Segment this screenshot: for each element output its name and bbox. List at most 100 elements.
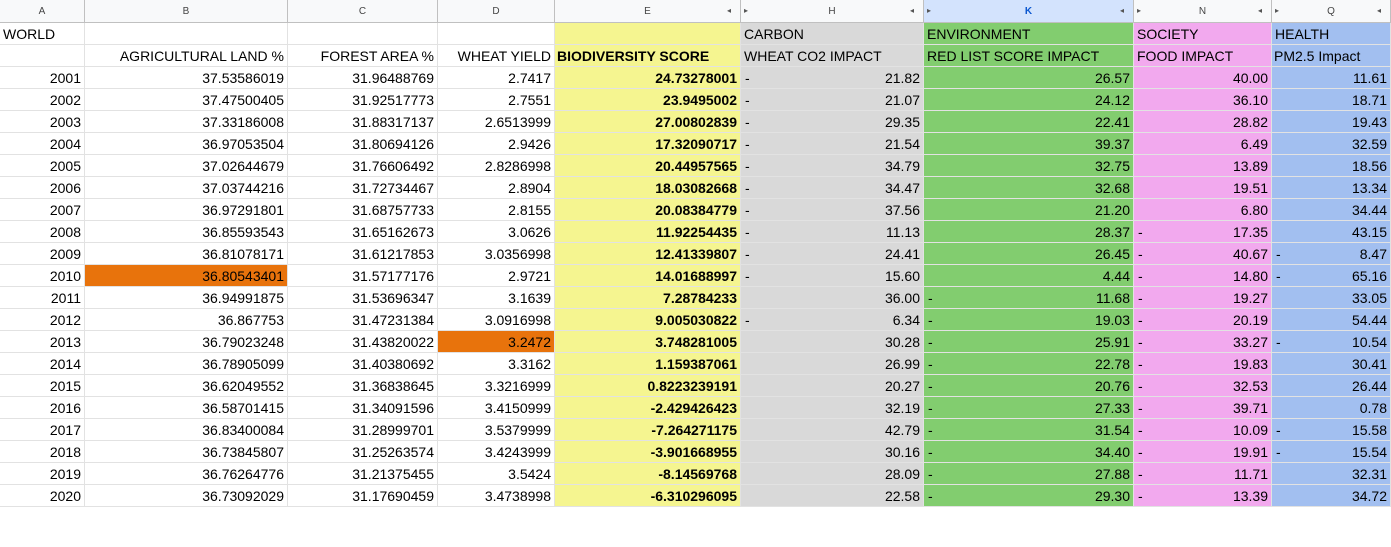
data-cell[interactable]: 3.748281005: [555, 331, 741, 353]
data-cell[interactable]: 36.10: [1134, 89, 1272, 111]
column-header-n[interactable]: N: [1134, 0, 1272, 22]
column-title-cell[interactable]: PM2.5 Impact: [1272, 45, 1391, 67]
data-cell[interactable]: 20.76-: [924, 375, 1134, 397]
column-header-q[interactable]: Q: [1272, 0, 1391, 22]
data-cell[interactable]: 14.01688997: [555, 265, 741, 287]
data-cell[interactable]: 11.92254435: [555, 221, 741, 243]
data-cell[interactable]: 2012: [0, 309, 85, 331]
data-cell[interactable]: 27.33-: [924, 397, 1134, 419]
data-cell[interactable]: 0.8223239191: [555, 375, 741, 397]
data-cell[interactable]: 36.78905099: [85, 353, 288, 375]
column-title-cell[interactable]: [0, 45, 85, 67]
data-cell[interactable]: 2004: [0, 133, 85, 155]
data-cell[interactable]: 31.96488769: [288, 67, 438, 89]
data-cell[interactable]: 24.73278001: [555, 67, 741, 89]
collapse-left-icon[interactable]: ◂: [1377, 6, 1382, 15]
data-cell[interactable]: 19.27-: [1134, 287, 1272, 309]
data-cell[interactable]: 27.88-: [924, 463, 1134, 485]
data-cell[interactable]: 19.91-: [1134, 441, 1272, 463]
data-cell[interactable]: 2.8155: [438, 199, 555, 221]
data-cell[interactable]: 3.3216999: [438, 375, 555, 397]
data-cell[interactable]: 32.31: [1272, 463, 1391, 485]
column-header-c[interactable]: C: [288, 0, 438, 22]
data-cell[interactable]: 17.35-: [1134, 221, 1272, 243]
data-cell[interactable]: 37.47500405: [85, 89, 288, 111]
data-cell[interactable]: 2.7417: [438, 67, 555, 89]
column-title-cell[interactable]: WHEAT YIELD: [438, 45, 555, 67]
data-cell[interactable]: 32.53-: [1134, 375, 1272, 397]
data-cell[interactable]: 3.4150999: [438, 397, 555, 419]
empty-rows-area[interactable]: [0, 507, 1391, 547]
data-cell[interactable]: 32.68: [924, 177, 1134, 199]
data-cell[interactable]: 42.79: [741, 419, 924, 441]
data-cell[interactable]: 3.0916998: [438, 309, 555, 331]
data-cell[interactable]: 30.41: [1272, 353, 1391, 375]
data-cell[interactable]: -3.901668955: [555, 441, 741, 463]
data-cell[interactable]: 13.39-: [1134, 485, 1272, 507]
data-cell[interactable]: 31.80694126: [288, 133, 438, 155]
data-cell[interactable]: 34.44: [1272, 199, 1391, 221]
data-cell[interactable]: 39.71-: [1134, 397, 1272, 419]
data-cell[interactable]: 2.9721: [438, 265, 555, 287]
data-cell[interactable]: 18.03082668: [555, 177, 741, 199]
data-cell[interactable]: 10.54-: [1272, 331, 1391, 353]
data-cell[interactable]: 31.92517773: [288, 89, 438, 111]
data-cell[interactable]: 30.16: [741, 441, 924, 463]
data-cell[interactable]: 7.28784233: [555, 287, 741, 309]
expand-right-icon[interactable]: ▸: [1137, 6, 1142, 15]
data-cell[interactable]: 2009: [0, 243, 85, 265]
data-cell[interactable]: 9.005030822: [555, 309, 741, 331]
data-cell[interactable]: 26.45: [924, 243, 1134, 265]
data-cell[interactable]: 13.34: [1272, 177, 1391, 199]
data-cell[interactable]: 11.68-: [924, 287, 1134, 309]
group-label-cell[interactable]: HEALTH: [1272, 23, 1391, 45]
data-cell[interactable]: 6.49: [1134, 133, 1272, 155]
data-cell[interactable]: 34.47-: [741, 177, 924, 199]
data-cell[interactable]: 2013: [0, 331, 85, 353]
collapse-left-icon[interactable]: ◂: [910, 6, 915, 15]
expand-right-icon[interactable]: ▸: [927, 6, 932, 15]
data-cell[interactable]: 36.73092029: [85, 485, 288, 507]
column-title-cell[interactable]: FOREST AREA %: [288, 45, 438, 67]
data-cell[interactable]: -2.429426423: [555, 397, 741, 419]
data-cell[interactable]: 2020: [0, 485, 85, 507]
data-cell[interactable]: 36.62049552: [85, 375, 288, 397]
column-header-k[interactable]: K: [924, 0, 1134, 22]
data-cell[interactable]: 29.35-: [741, 111, 924, 133]
data-cell[interactable]: 39.37: [924, 133, 1134, 155]
data-cell[interactable]: 36.58701415: [85, 397, 288, 419]
data-cell[interactable]: 37.53586019: [85, 67, 288, 89]
data-cell[interactable]: 28.82: [1134, 111, 1272, 133]
data-cell[interactable]: 31.25263574: [288, 441, 438, 463]
group-label-cell[interactable]: WORLD: [0, 23, 85, 45]
data-cell[interactable]: 11.71-: [1134, 463, 1272, 485]
data-cell[interactable]: 33.05: [1272, 287, 1391, 309]
column-header-a[interactable]: A: [0, 0, 85, 22]
data-cell[interactable]: 43.15: [1272, 221, 1391, 243]
data-cell[interactable]: 18.71: [1272, 89, 1391, 111]
data-cell[interactable]: 2.8904: [438, 177, 555, 199]
data-cell[interactable]: 37.02644679: [85, 155, 288, 177]
column-header-h[interactable]: H: [741, 0, 924, 22]
data-cell[interactable]: 36.83400084: [85, 419, 288, 441]
data-cell[interactable]: 2.6513999: [438, 111, 555, 133]
data-cell[interactable]: 21.20: [924, 199, 1134, 221]
data-cell[interactable]: 11.13-: [741, 221, 924, 243]
data-cell[interactable]: 2003: [0, 111, 85, 133]
data-cell[interactable]: 3.2472: [438, 331, 555, 353]
data-cell[interactable]: 14.80-: [1134, 265, 1272, 287]
data-cell[interactable]: 0.78: [1272, 397, 1391, 419]
data-cell[interactable]: 37.33186008: [85, 111, 288, 133]
data-cell[interactable]: 2001: [0, 67, 85, 89]
data-cell[interactable]: 23.9495002: [555, 89, 741, 111]
data-cell[interactable]: 12.41339807: [555, 243, 741, 265]
data-cell[interactable]: 32.75: [924, 155, 1134, 177]
data-cell[interactable]: 20.08384779: [555, 199, 741, 221]
data-cell[interactable]: 36.79023248: [85, 331, 288, 353]
data-cell[interactable]: 26.57: [924, 67, 1134, 89]
data-cell[interactable]: 36.73845807: [85, 441, 288, 463]
data-cell[interactable]: 8.47-: [1272, 243, 1391, 265]
column-title-cell[interactable]: FOOD IMPACT: [1134, 45, 1272, 67]
data-cell[interactable]: 2016: [0, 397, 85, 419]
data-cell[interactable]: 31.65162673: [288, 221, 438, 243]
